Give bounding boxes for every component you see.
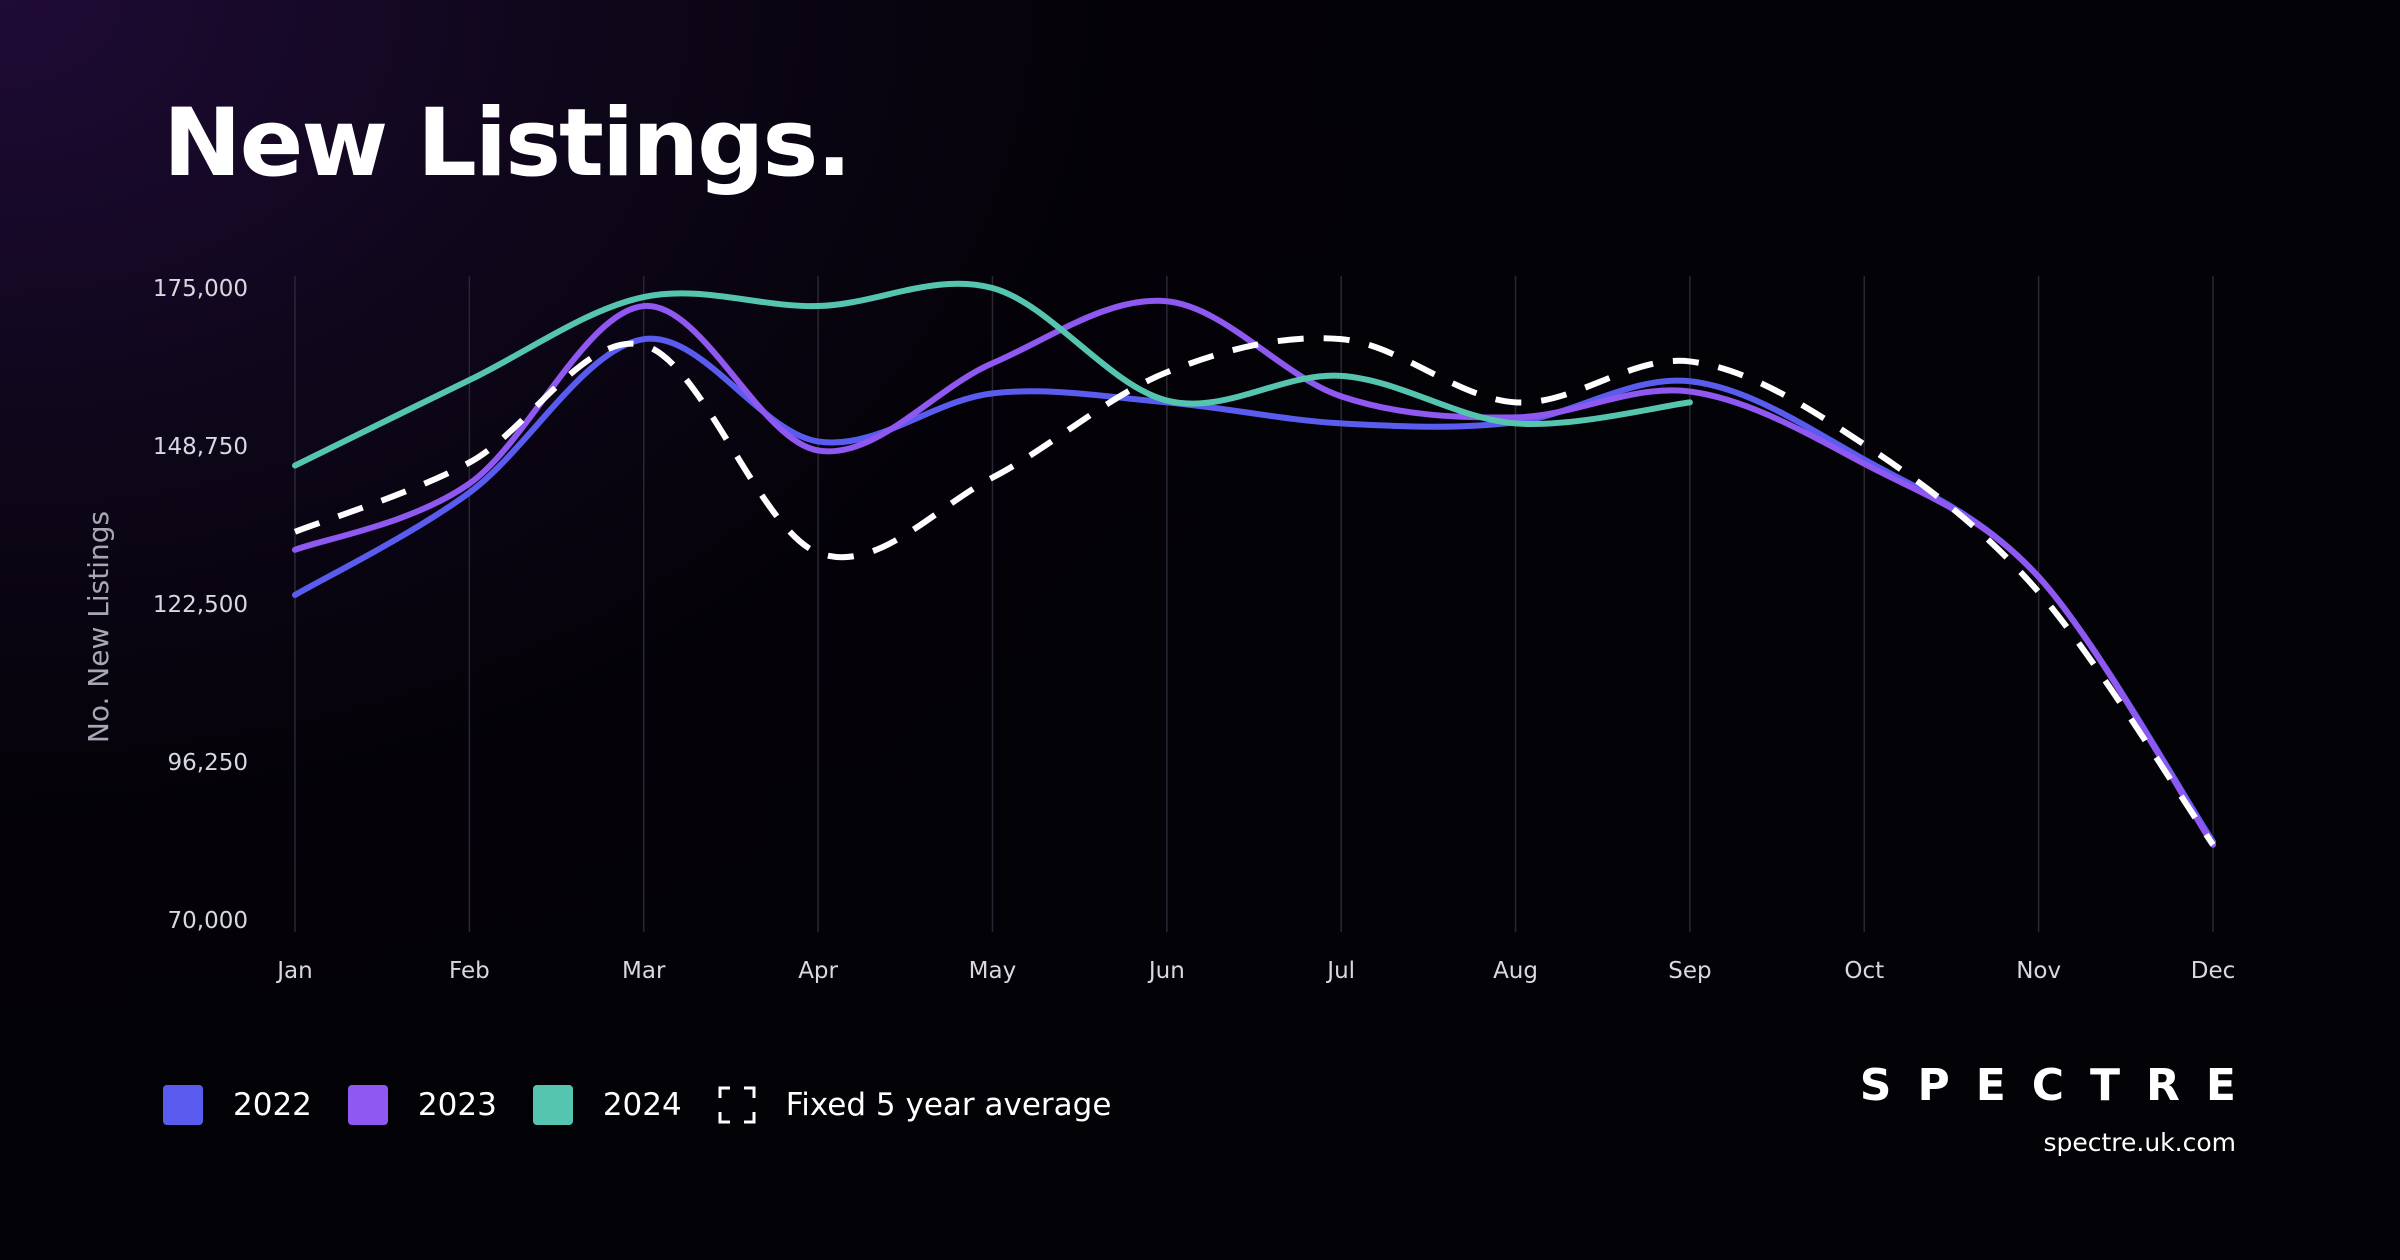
x-tick-nov: Nov	[2016, 958, 2061, 984]
legend-label-2024: 2024	[602, 1087, 682, 1123]
chart-title: New Listings.	[163, 89, 852, 198]
legend-label-average: Fixed 5 year average	[785, 1087, 1112, 1123]
x-axis-ticks: Jan Feb Mar Apr May Jun Jul Aug Sep Oct Nov Dec	[275, 958, 2235, 984]
y-tick-4: 175,000	[153, 276, 248, 302]
x-tick-feb: Feb	[449, 958, 490, 984]
grid-layer	[294, 276, 2214, 932]
legend-label-2022: 2022	[233, 1087, 312, 1123]
legend-item-2023[interactable]: 2023	[347, 1085, 497, 1125]
x-tick-jun: Jun	[1147, 958, 1185, 984]
legend-swatch-2024	[532, 1085, 573, 1125]
legend-swatch-average	[718, 1086, 756, 1124]
y-tick-0: 70,000	[168, 908, 248, 934]
y-axis-title: No. New Listings	[82, 511, 115, 743]
y-tick-1: 96,250	[168, 750, 248, 776]
brand-url[interactable]: spectre.uk.com	[2043, 1128, 2236, 1157]
x-tick-dec: Dec	[2191, 958, 2236, 984]
x-tick-jan: Jan	[275, 958, 312, 984]
x-tick-sep: Sep	[1668, 958, 1711, 984]
legend-item-average[interactable]: Fixed 5 year average	[718, 1086, 1112, 1124]
series-line-fixed-5-year-average	[293, 335, 2216, 847]
y-axis-ticks: 70,000 96,250 122,500 148,750 175,000	[153, 276, 248, 934]
x-tick-aug: Aug	[1493, 958, 1538, 984]
y-tick-2: 122,500	[153, 592, 248, 618]
x-tick-mar: Mar	[622, 958, 666, 984]
legend-swatch-2023	[347, 1085, 388, 1125]
legend-swatch-2022	[163, 1085, 203, 1125]
series-line-2022	[292, 335, 2216, 845]
legend-item-2022[interactable]: 2022	[163, 1085, 312, 1125]
x-tick-apr: Apr	[798, 958, 838, 984]
series-line-2023	[292, 297, 2216, 848]
x-tick-oct: Oct	[1844, 958, 1884, 984]
x-tick-jul: Jul	[1325, 958, 1355, 984]
x-tick-may: May	[969, 958, 1017, 984]
series-layer	[292, 280, 2216, 848]
legend-label-2023: 2023	[417, 1087, 497, 1123]
legend: 2022 2023 2024 Fixed 5 year average	[163, 1085, 1147, 1125]
brand-logo: SPECTRE	[1859, 1060, 2262, 1111]
y-tick-3: 148,750	[153, 434, 248, 460]
brand: SPECTRE spectre.uk.com	[1860, 1064, 2236, 1158]
legend-item-2024[interactable]: 2024	[532, 1085, 682, 1125]
series-line-2024	[292, 280, 1693, 469]
